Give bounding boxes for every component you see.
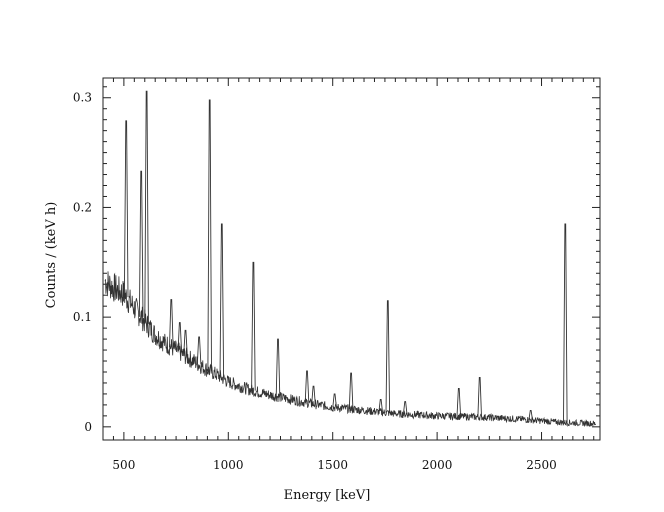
- y-tick-label: 0.2: [73, 200, 92, 214]
- plot-frame: [102, 77, 601, 441]
- x-tick-label: 1500: [317, 458, 348, 472]
- x-tick-label: 2500: [526, 458, 557, 472]
- peak-1730: [378, 398, 383, 413]
- x-axis-title: Energy [keV]: [284, 488, 371, 503]
- y-tick-label: 0.1: [73, 310, 92, 324]
- peak-2448: [528, 409, 533, 420]
- peak-727: [169, 299, 174, 348]
- peak-609: [144, 90, 149, 324]
- peak-2614: [563, 223, 568, 423]
- x-axis: 500 1000 1500 2000 2500: [102, 78, 595, 472]
- peak-1764: [385, 300, 391, 413]
- peak-911: [207, 99, 212, 372]
- peak-1120: [251, 261, 256, 391]
- y-tick-label: 0: [84, 420, 92, 434]
- peak-marks: [123, 90, 568, 423]
- x-tick-label: 2000: [422, 458, 453, 472]
- peak-969: [219, 223, 225, 378]
- spectrum-line: [104, 271, 597, 428]
- peak-768: [177, 322, 183, 353]
- x-tick-label: 1000: [213, 458, 244, 472]
- peak-1408: [311, 385, 316, 405]
- peak-1238: [275, 338, 281, 397]
- x-tick-label: 500: [112, 458, 135, 472]
- y-tick-label: 0.3: [73, 91, 92, 105]
- y-axis: 0 0.1 0.2 0.3: [73, 86, 600, 434]
- peak-1588: [348, 372, 354, 410]
- peak-1847: [402, 401, 408, 415]
- peak-583: [138, 170, 144, 317]
- peak-511: [123, 120, 129, 298]
- peak-795: [183, 329, 188, 357]
- peak-1509: [332, 393, 337, 408]
- peak-1377: [304, 370, 310, 403]
- y-axis-title: Counts / (keV h): [44, 202, 59, 309]
- peak-2204: [477, 377, 482, 418]
- peak-860: [196, 336, 202, 365]
- peak-2104: [456, 387, 462, 417]
